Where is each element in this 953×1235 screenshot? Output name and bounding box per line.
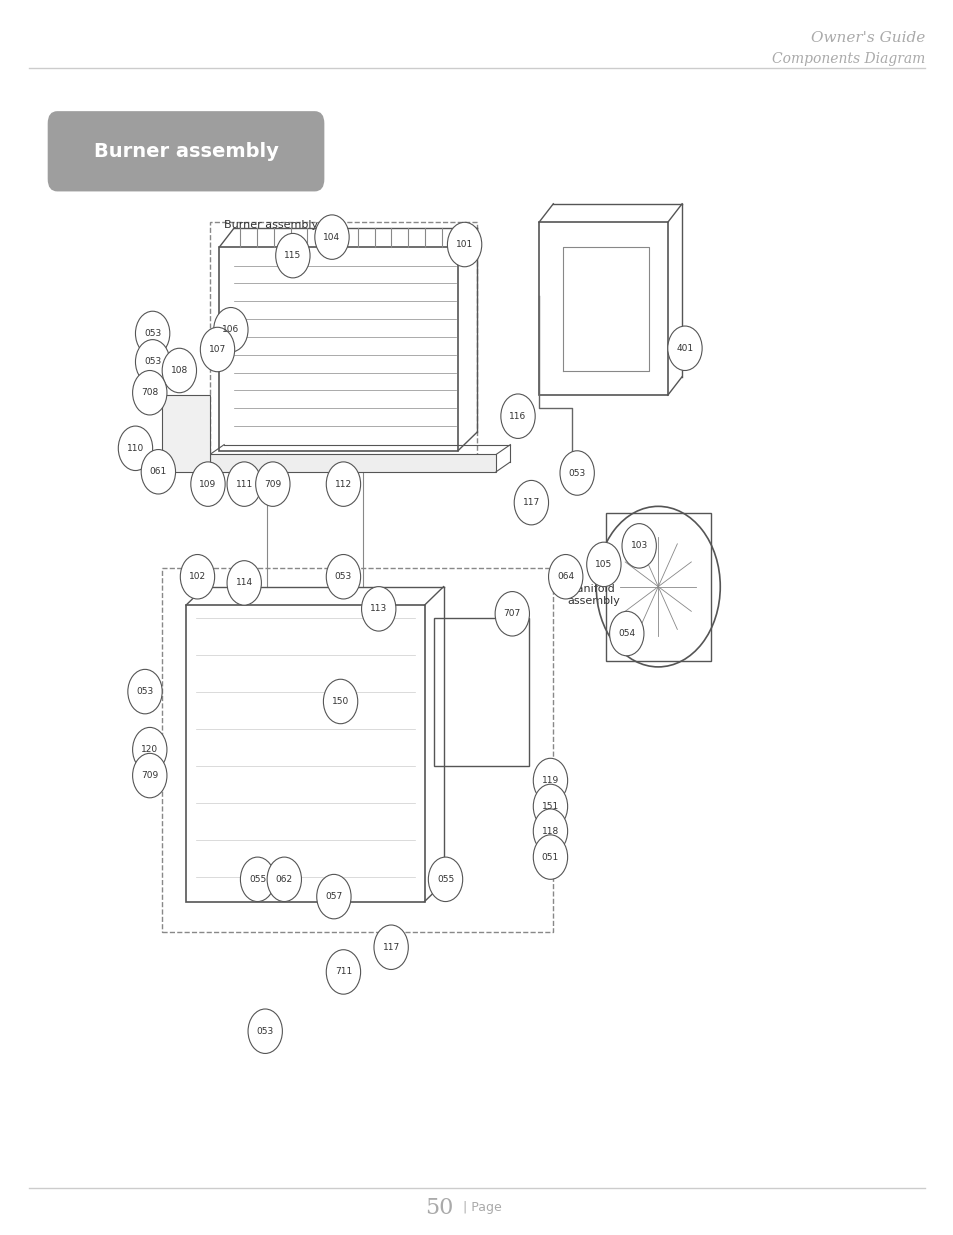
Text: Components Diagram: Components Diagram [771, 52, 924, 65]
Text: 055: 055 [436, 874, 454, 884]
Circle shape [447, 222, 481, 267]
Text: 111: 111 [235, 479, 253, 489]
Text: 709: 709 [264, 479, 281, 489]
Circle shape [135, 311, 170, 356]
Text: 064: 064 [557, 572, 574, 582]
Circle shape [132, 753, 167, 798]
Circle shape [500, 394, 535, 438]
Text: 120: 120 [141, 745, 158, 755]
Circle shape [533, 835, 567, 879]
Text: 114: 114 [235, 578, 253, 588]
Circle shape [609, 611, 643, 656]
Circle shape [227, 561, 261, 605]
Circle shape [213, 308, 248, 352]
Text: Manifold
assembly: Manifold assembly [567, 584, 619, 605]
Text: 117: 117 [382, 942, 399, 952]
Circle shape [255, 462, 290, 506]
Circle shape [374, 925, 408, 969]
Circle shape [533, 784, 567, 829]
Text: 053: 053 [144, 357, 161, 367]
Circle shape [533, 758, 567, 803]
Circle shape [316, 874, 351, 919]
Text: 053: 053 [144, 329, 161, 338]
Circle shape [667, 326, 701, 370]
Circle shape [548, 555, 582, 599]
Text: 108: 108 [171, 366, 188, 375]
Text: 104: 104 [323, 232, 340, 242]
Circle shape [326, 555, 360, 599]
Text: 401: 401 [676, 343, 693, 353]
Text: 115: 115 [284, 251, 301, 261]
Text: 106: 106 [222, 325, 239, 335]
Circle shape [141, 450, 175, 494]
Text: 709: 709 [141, 771, 158, 781]
Text: 118: 118 [541, 826, 558, 836]
Circle shape [495, 592, 529, 636]
Text: 110: 110 [127, 443, 144, 453]
Circle shape [200, 327, 234, 372]
Circle shape [128, 669, 162, 714]
FancyBboxPatch shape [48, 111, 324, 191]
Circle shape [314, 215, 349, 259]
Text: 150: 150 [332, 697, 349, 706]
Text: 061: 061 [150, 467, 167, 477]
Text: 103: 103 [630, 541, 647, 551]
Circle shape [118, 426, 152, 471]
Circle shape [240, 857, 274, 902]
Text: 711: 711 [335, 967, 352, 977]
Circle shape [533, 809, 567, 853]
Text: 107: 107 [209, 345, 226, 354]
Text: 053: 053 [136, 687, 153, 697]
Text: 062: 062 [275, 874, 293, 884]
Text: 102: 102 [189, 572, 206, 582]
Text: 057: 057 [325, 892, 342, 902]
Text: Owner's Guide: Owner's Guide [810, 31, 924, 44]
Text: 112: 112 [335, 479, 352, 489]
Circle shape [180, 555, 214, 599]
Text: 051: 051 [541, 852, 558, 862]
Text: 054: 054 [618, 629, 635, 638]
Circle shape [191, 462, 225, 506]
Text: 055: 055 [249, 874, 266, 884]
Polygon shape [210, 454, 496, 472]
Circle shape [621, 524, 656, 568]
Circle shape [326, 462, 360, 506]
Circle shape [361, 587, 395, 631]
Circle shape [132, 727, 167, 772]
Circle shape [267, 857, 301, 902]
Polygon shape [162, 395, 210, 472]
Text: 116: 116 [509, 411, 526, 421]
Text: 117: 117 [522, 498, 539, 508]
Text: Burner assembly: Burner assembly [224, 220, 318, 230]
Text: 50: 50 [424, 1197, 453, 1219]
Circle shape [162, 348, 196, 393]
Text: Burner assembly: Burner assembly [93, 142, 278, 162]
Circle shape [326, 950, 360, 994]
Text: 053: 053 [335, 572, 352, 582]
Text: 109: 109 [199, 479, 216, 489]
Text: 113: 113 [370, 604, 387, 614]
Text: 053: 053 [256, 1026, 274, 1036]
Text: 151: 151 [541, 802, 558, 811]
Text: 707: 707 [503, 609, 520, 619]
Text: 119: 119 [541, 776, 558, 785]
Circle shape [135, 340, 170, 384]
Circle shape [428, 857, 462, 902]
Circle shape [586, 542, 620, 587]
Circle shape [323, 679, 357, 724]
Circle shape [559, 451, 594, 495]
Circle shape [248, 1009, 282, 1053]
Text: 105: 105 [595, 559, 612, 569]
Circle shape [514, 480, 548, 525]
Text: 708: 708 [141, 388, 158, 398]
Text: 053: 053 [568, 468, 585, 478]
Circle shape [227, 462, 261, 506]
Text: | Page: | Page [462, 1202, 501, 1214]
Text: 101: 101 [456, 240, 473, 249]
Circle shape [132, 370, 167, 415]
Circle shape [275, 233, 310, 278]
